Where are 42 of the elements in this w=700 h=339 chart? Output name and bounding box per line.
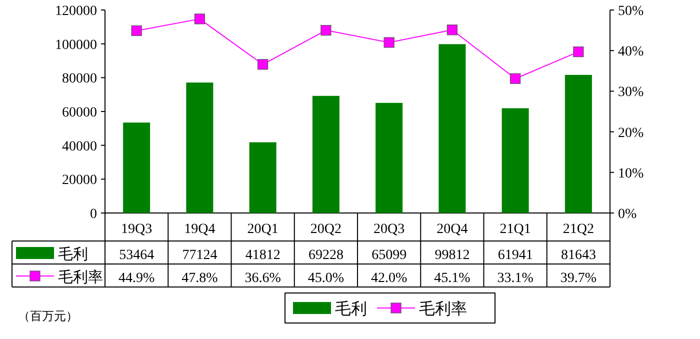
- ytick: 100000: [55, 38, 97, 53]
- data-label: 65099: [372, 248, 407, 263]
- ytick: 40000: [62, 139, 97, 154]
- ytick: 20000: [62, 173, 97, 188]
- xtick: 19Q4: [184, 222, 216, 237]
- xtick: 20Q2: [310, 222, 342, 237]
- xtick: 19Q3: [121, 222, 152, 237]
- xtick: 20Q3: [374, 222, 405, 237]
- y2tick: 20%: [618, 126, 644, 141]
- data-label: 61941: [498, 248, 533, 263]
- xtick: 21Q2: [562, 222, 594, 237]
- data-label: 77124: [182, 248, 218, 263]
- data-label: 53464: [119, 248, 154, 263]
- xtick: 20Q1: [247, 222, 278, 237]
- annotation: （百万元）: [18, 309, 78, 323]
- legend-label: 毛利: [335, 299, 367, 318]
- legend-label: 毛利率: [58, 268, 103, 286]
- y2tick: 50%: [618, 4, 644, 19]
- ytick: 120000: [55, 4, 97, 19]
- legend-label: 毛利: [58, 245, 88, 263]
- ytick: 0: [90, 207, 97, 222]
- data-label: 45.0%: [308, 271, 344, 286]
- xtick: 20Q4: [436, 222, 468, 237]
- data-label: 36.6%: [244, 271, 281, 286]
- data-label: 81643: [560, 248, 596, 263]
- data-label: 47.8%: [182, 271, 218, 286]
- ytick: 80000: [62, 72, 97, 87]
- data-label: 69228: [308, 248, 344, 263]
- y2tick: 0%: [618, 207, 637, 222]
- data-label: 99812: [434, 248, 470, 263]
- data-label: 33.1%: [497, 271, 534, 286]
- data-label: 45.1%: [434, 271, 470, 286]
- ytick: 60000: [62, 106, 97, 120]
- data-label: 39.7%: [560, 271, 597, 286]
- data-label: 41812: [245, 248, 280, 263]
- y2tick: 40%: [618, 44, 644, 60]
- data-label: 42.0%: [370, 271, 408, 286]
- xtick: 21Q1: [500, 222, 531, 237]
- y2tick: 10%: [618, 166, 644, 182]
- data-label: 44.9%: [118, 271, 155, 286]
- y2tick: 30%: [618, 85, 644, 100]
- legend-label: 毛利率: [419, 299, 467, 318]
